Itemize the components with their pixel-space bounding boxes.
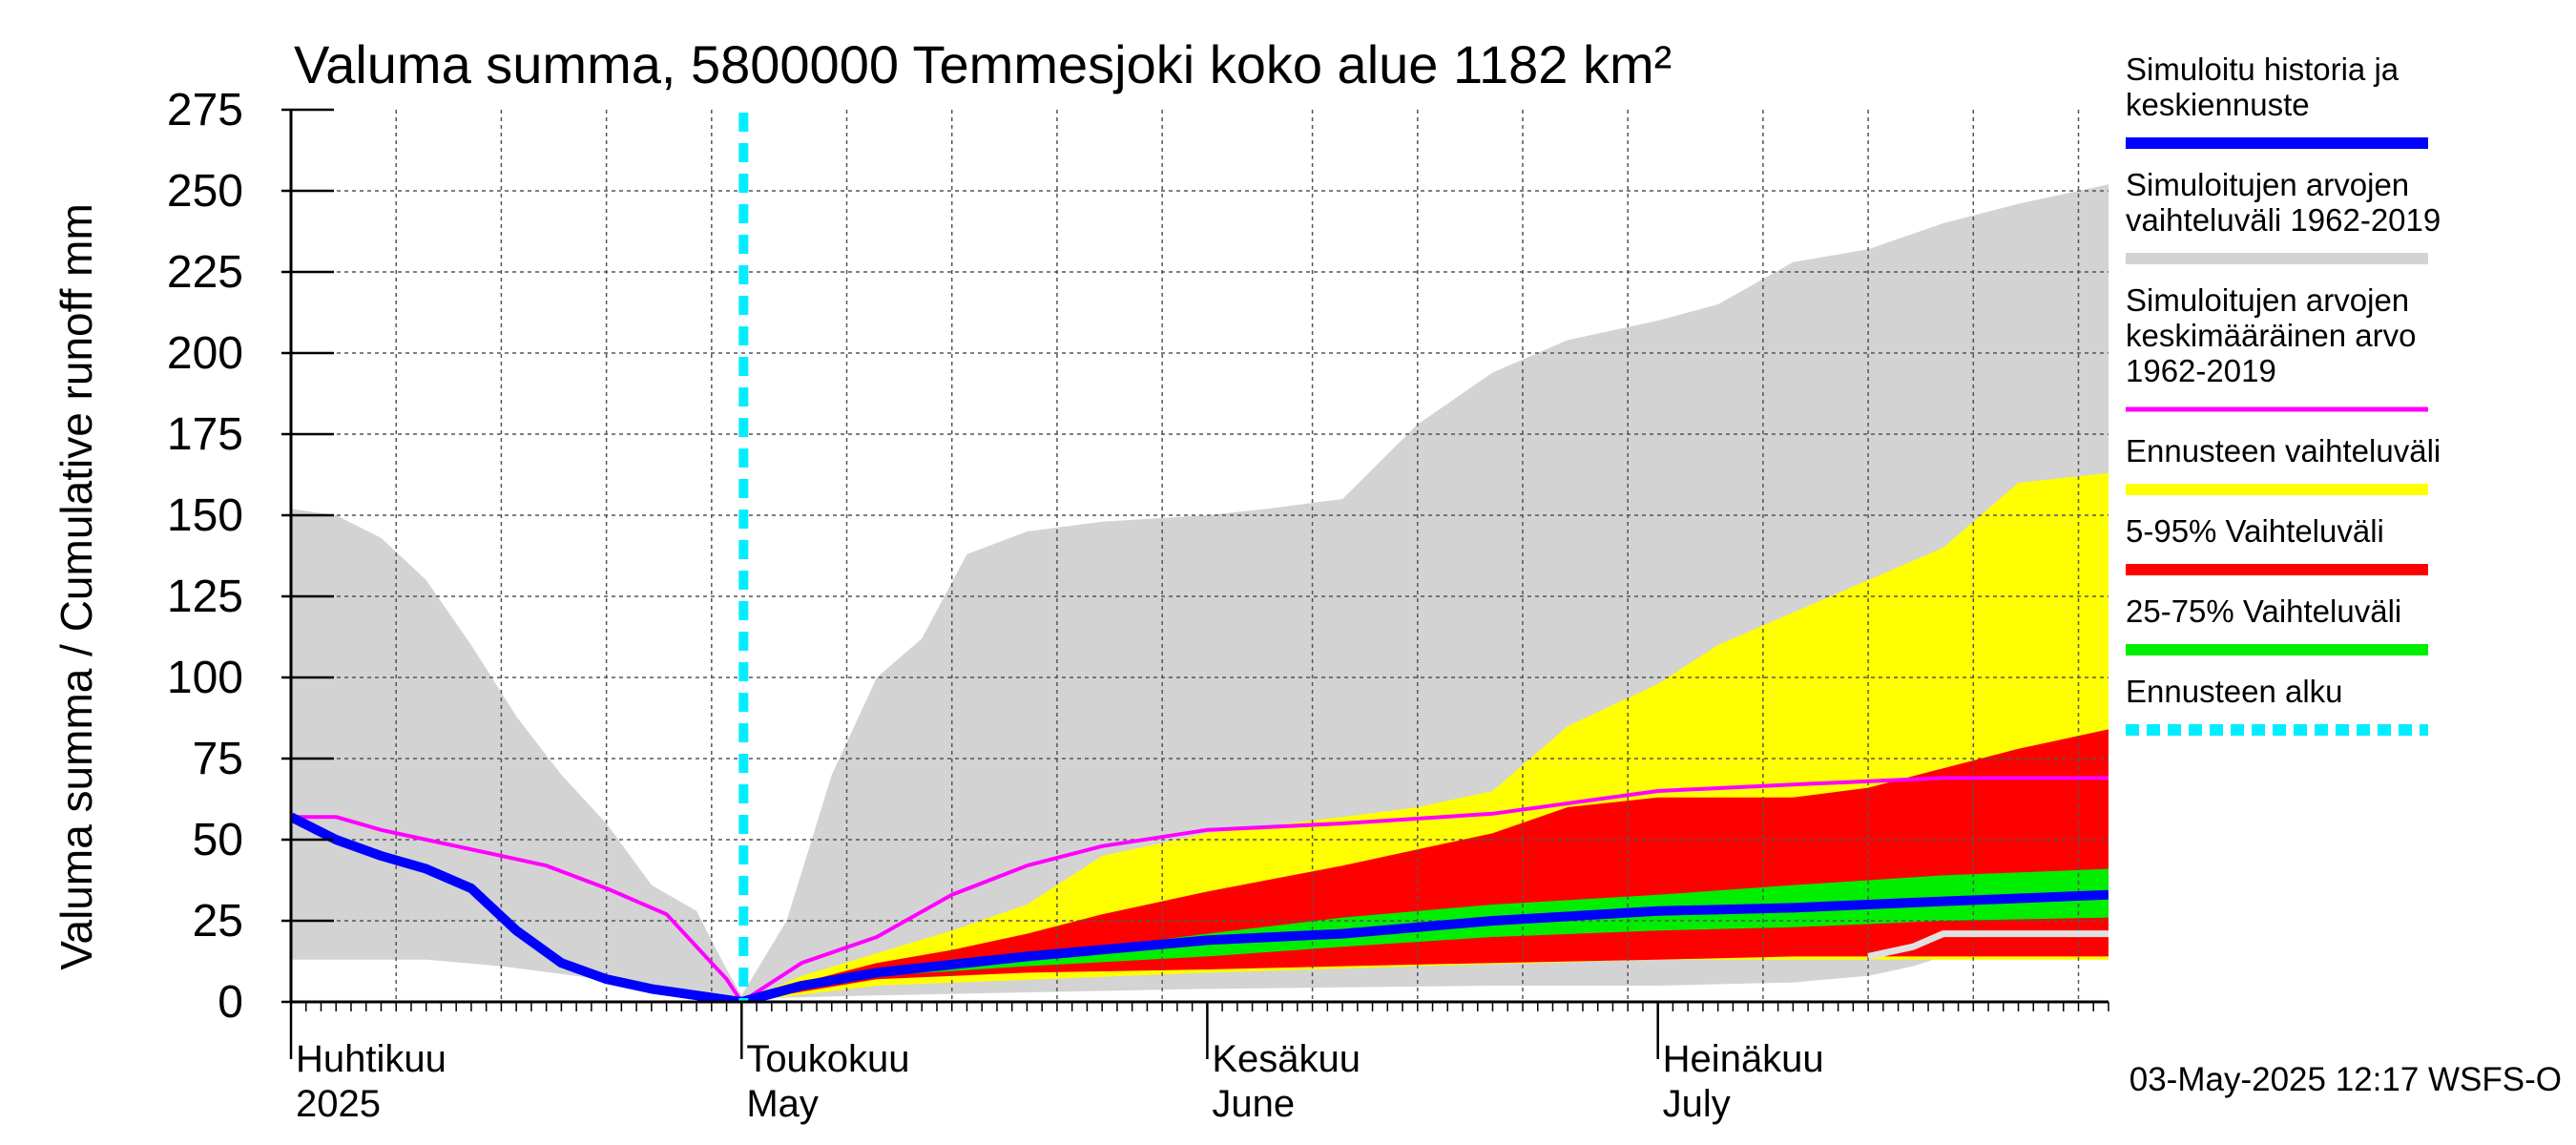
sim-mean-line xyxy=(291,776,2109,1002)
x-month-label-en: June xyxy=(1212,1083,1295,1125)
legend-label: Simuloitujen arvojen xyxy=(2126,282,2409,318)
legend-label: keskimääräinen arvo xyxy=(2126,318,2416,353)
plot-frame xyxy=(289,110,2109,1004)
x-month-label-en: July xyxy=(1663,1083,1731,1125)
series-lines xyxy=(291,776,2109,1002)
y-tick-label: 250 xyxy=(167,166,243,217)
x-month-label-en: May xyxy=(746,1083,819,1125)
simulated-line xyxy=(291,812,2109,1002)
x-month-label: Toukokuu xyxy=(746,1038,909,1080)
p25-75-band xyxy=(741,868,2109,1002)
y-tick-label: 25 xyxy=(193,896,243,947)
chart-title: Valuma summa, 5800000 Temmesjoki koko al… xyxy=(294,34,1672,94)
y-tick-label: 150 xyxy=(167,490,243,541)
legend-label: vaihteluväli 1962-2019 xyxy=(2126,202,2441,238)
y-tick-label: 200 xyxy=(167,328,243,379)
legend-label: keskiennuste xyxy=(2126,87,2310,122)
p5-95-band xyxy=(741,729,2109,1002)
plot-area: 0 25 50 75 100 125 150 175 200 225 250 275 Huhtikuu… xyxy=(167,85,2109,1125)
legend-label: Simuloitujen arvojen xyxy=(2126,167,2409,202)
y-tick-label: 100 xyxy=(167,653,243,703)
x-month-label: Kesäkuu xyxy=(1212,1038,1361,1080)
sim-range-lower-edge-line xyxy=(1867,930,2109,960)
legend-label: 1962-2019 xyxy=(2126,353,2276,388)
legend-label: Ennusteen vaihteluväli xyxy=(2126,433,2441,468)
y-tick-label: 225 xyxy=(167,247,243,298)
y-tick-label: 125 xyxy=(167,572,243,622)
legend-label: 5-95% Vaihteluväli xyxy=(2126,513,2384,549)
x-month-label-en: 2025 xyxy=(296,1083,381,1125)
y-axis-ticks: 0 25 50 75 100 125 150 175 200 225 250 275 xyxy=(167,85,334,1028)
y-tick-label: 50 xyxy=(193,815,243,865)
footer-timestamp: 03-May-2025 12:17 WSFS-O xyxy=(2129,1061,2562,1098)
x-month-label: Heinäkuu xyxy=(1663,1038,1824,1080)
y-tick-label: 0 xyxy=(218,977,243,1028)
legend-label: 25-75% Vaihteluväli xyxy=(2126,593,2401,629)
y-tick-label: 275 xyxy=(167,85,243,135)
legend-label: Simuloitu historia ja xyxy=(2126,52,2399,87)
y-tick-label: 75 xyxy=(193,734,243,784)
x-month-label: Huhtikuu xyxy=(296,1038,447,1080)
series-areas xyxy=(291,184,2109,1002)
legend-label: Ennusteen alku xyxy=(2126,674,2343,709)
y-tick-label: 175 xyxy=(167,409,243,460)
y-axis-label: Valuma summa / Cumulative runoff mm xyxy=(52,203,101,970)
grid-lines xyxy=(291,110,2109,1002)
